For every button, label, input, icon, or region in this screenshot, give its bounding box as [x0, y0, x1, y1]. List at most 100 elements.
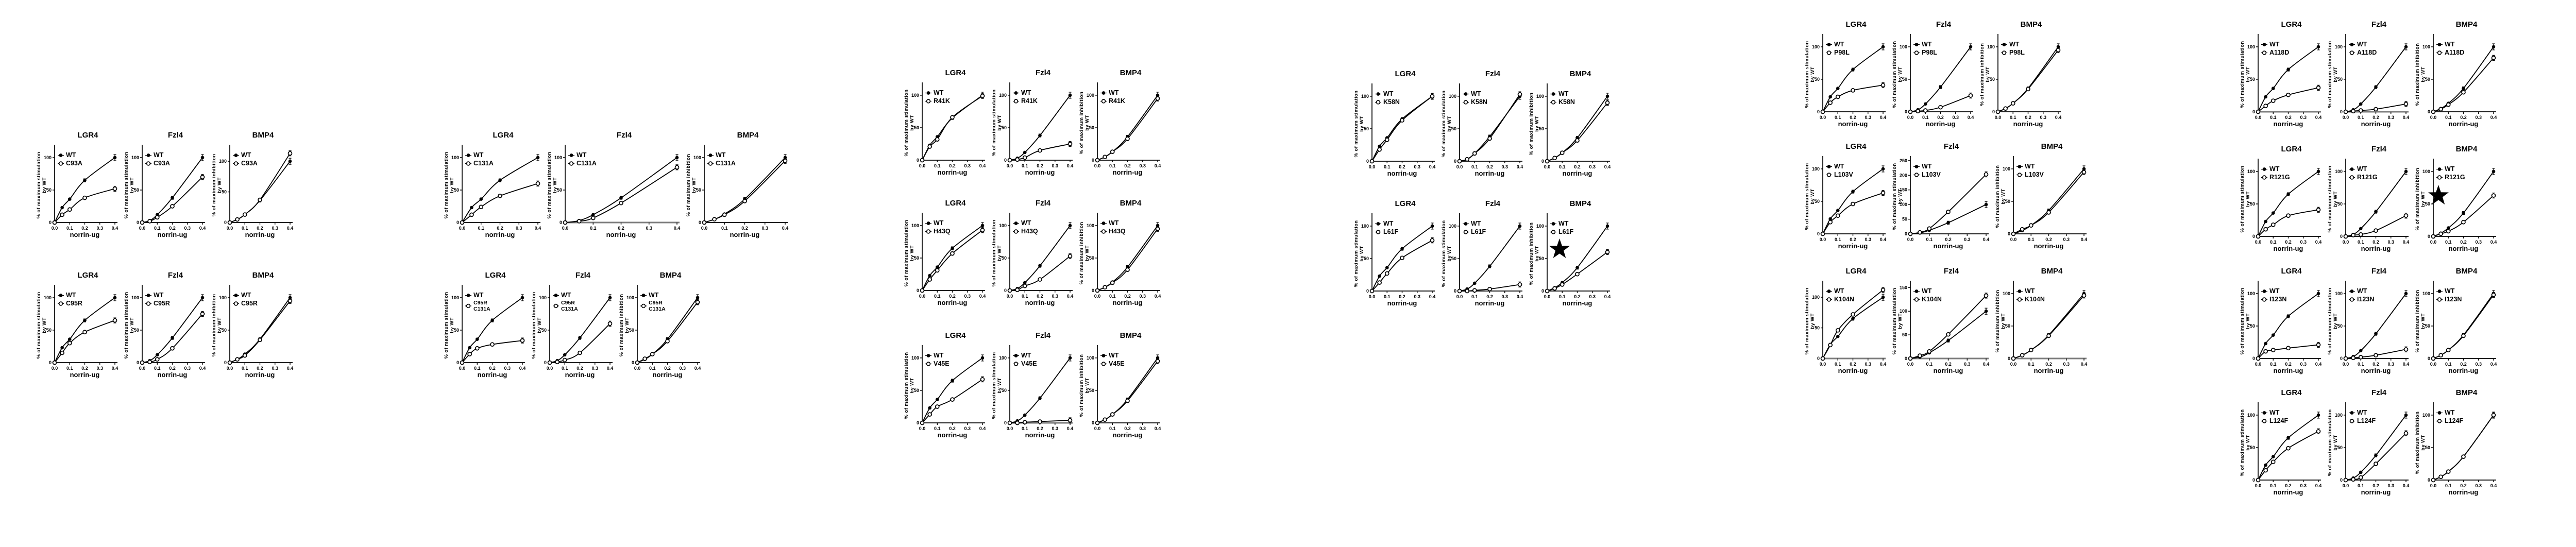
- legend-wt-label: WT: [934, 219, 944, 227]
- y-axis-label-line2: by WT: [2245, 191, 2251, 207]
- panel-c93a-bmp4: 0 50 100 0.0 0.1 0.2 0.3 0.4 BMP4 norrin-ug % of m…: [211, 131, 293, 238]
- wt-curve: [1910, 46, 1971, 112]
- panel-title: BMP4: [2456, 20, 2478, 29]
- wt-point: [1984, 309, 1988, 313]
- y-tick-label: 100: [911, 355, 919, 361]
- x-axis-label: norrin-ug: [1563, 169, 1592, 177]
- y-axis-label-line2: by WT: [1897, 313, 1903, 329]
- mutant-point: [1927, 349, 1932, 354]
- y-axis-label-line2: by WT: [2420, 435, 2426, 451]
- y-axis-label: % of maximum stimulation: [904, 220, 909, 287]
- x-tick-label: 0.1: [2270, 483, 2277, 488]
- wt-point: [696, 296, 700, 300]
- legend-wt-label: WT: [241, 292, 251, 299]
- y-tick-label: 0: [2252, 234, 2255, 239]
- y-axis-label: % of maximum inhibition: [686, 154, 691, 217]
- legend-mutant-label: P98L: [1922, 49, 1937, 56]
- y-axis-label: % of maximum stimulation: [991, 90, 997, 157]
- x-tick-label: 0.3: [2063, 362, 2070, 367]
- y-tick-label: 50: [2337, 445, 2343, 450]
- mutant-point: [1103, 155, 1107, 160]
- mutant-point: [2374, 353, 2378, 358]
- y-tick-label: 0: [1366, 159, 1369, 164]
- mutant-point: [1007, 288, 1012, 293]
- y-tick-label: 0: [49, 360, 52, 365]
- mutant-point: [2081, 293, 2087, 298]
- y-tick-label: 100: [693, 155, 701, 160]
- wt-curve: [1547, 96, 1608, 162]
- mutant-point: [1430, 238, 1435, 243]
- panel-title: LGR4: [1395, 70, 1416, 78]
- mutant-curve: [565, 167, 677, 223]
- y-tick-label: 100: [1900, 309, 1907, 314]
- x-axis-label: norrin-ug: [158, 231, 188, 238]
- wt-point: [2374, 332, 2378, 336]
- x-axis-label: norrin-ug: [1838, 120, 1868, 128]
- wt-point: [288, 296, 292, 300]
- legend-mutant-label: C93A: [154, 160, 170, 167]
- wt-point: [2462, 87, 2465, 90]
- mutant-point: [2403, 431, 2409, 436]
- y-axis-label-line2: by WT: [217, 317, 223, 333]
- mutant-curve: [637, 302, 698, 363]
- wt-point: [608, 296, 612, 300]
- wt-curve: [2345, 46, 2406, 112]
- wt-curve: [1997, 46, 2059, 112]
- mutant-point: [1155, 226, 1160, 231]
- x-tick-label: 0.2: [2372, 483, 2379, 488]
- x-tick-label: 0.4: [607, 366, 614, 371]
- panel-title: Fzl4: [1485, 199, 1501, 208]
- x-tick-label: 0.2: [2460, 483, 2467, 488]
- legend-wt-marker-icon: [146, 294, 150, 297]
- mutant-point: [1103, 417, 1107, 422]
- mutant-point: [2431, 477, 2436, 483]
- x-tick-label: 0.4: [1067, 294, 1074, 299]
- mutant-point: [1038, 148, 1042, 153]
- mutant-point: [469, 212, 474, 217]
- y-tick-label: 0: [2428, 234, 2430, 239]
- y-tick-label: 0: [917, 288, 919, 293]
- x-tick-label: 0.3: [1865, 362, 1871, 367]
- y-tick-label: 100: [2247, 44, 2255, 49]
- x-axis-label: norrin-ug: [2034, 242, 2064, 250]
- y-axis-label: % of maximum inhibition: [1979, 43, 1985, 106]
- wt-point: [2374, 453, 2378, 457]
- legend-mutant-label: L61F: [1558, 228, 1574, 235]
- y-axis-label-line2: by WT: [2245, 66, 2251, 82]
- y-tick-label: 0: [1004, 158, 1007, 163]
- y-axis-label: % of maximum stimulation: [1441, 220, 1447, 287]
- wt-point: [2286, 192, 2290, 196]
- x-tick-label: 0.3: [1139, 294, 1146, 299]
- x-tick-label: 0.3: [184, 226, 191, 231]
- x-axis-label: norrin-ug: [1387, 299, 1417, 307]
- x-tick-label: 0.1: [66, 226, 73, 231]
- wt-point: [2264, 95, 2267, 99]
- panel-title: BMP4: [1120, 69, 1142, 77]
- x-tick-label: 0.3: [964, 294, 971, 299]
- x-tick-label: 0.4: [2315, 240, 2322, 245]
- panel-r41k-fzl4: 0 50 100 0.0 0.1 0.2 0.3 0.4 Fzl4 norrin-ug % of m…: [991, 69, 1073, 176]
- y-axis-label: % of maximum stimulation: [1441, 91, 1447, 158]
- mutant-point: [1880, 287, 1886, 293]
- x-tick-label: 0.1: [2445, 115, 2452, 120]
- x-tick-label: 0.4: [1155, 426, 1161, 431]
- x-tick-label: 0.4: [1517, 164, 1523, 169]
- legend-wt-label: WT: [934, 352, 944, 359]
- mutant-point: [2446, 102, 2451, 107]
- x-tick-label: 0.2: [497, 226, 503, 231]
- panel-c131a-lgr4: 0 50 100 0.0 0.1 0.2 0.3 0.4 LGR4 norrin-ug % of m…: [444, 131, 541, 238]
- x-tick-label: 0.2: [2460, 362, 2467, 367]
- y-axis-label: % of maximum stimulation: [2327, 288, 2333, 355]
- legend-mutant-label: P98L: [1834, 49, 1850, 56]
- x-tick-label: 0.3: [1414, 294, 1420, 299]
- panel-title: BMP4: [252, 271, 274, 280]
- y-tick-label: 50: [46, 187, 52, 193]
- legend-wt-marker-icon: [1101, 91, 1106, 95]
